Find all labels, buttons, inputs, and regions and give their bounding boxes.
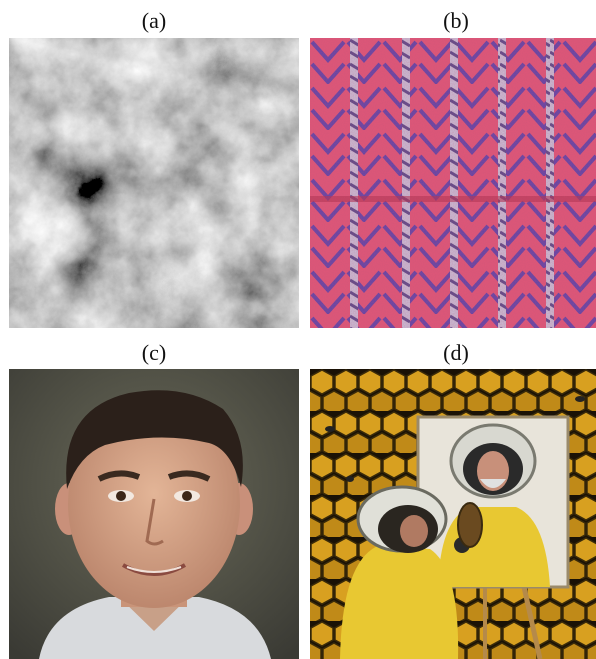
fabric-texture-image bbox=[310, 38, 596, 328]
panel-label-a: (a) bbox=[141, 8, 167, 33]
face-photo-image bbox=[9, 369, 299, 659]
panel-label-d: (d) bbox=[443, 340, 469, 365]
panel-label-b: (b) bbox=[443, 8, 469, 33]
noise-texture-image bbox=[9, 38, 299, 328]
panel-label-c: (c) bbox=[141, 340, 167, 365]
beekeeper-painting-image bbox=[310, 369, 596, 659]
